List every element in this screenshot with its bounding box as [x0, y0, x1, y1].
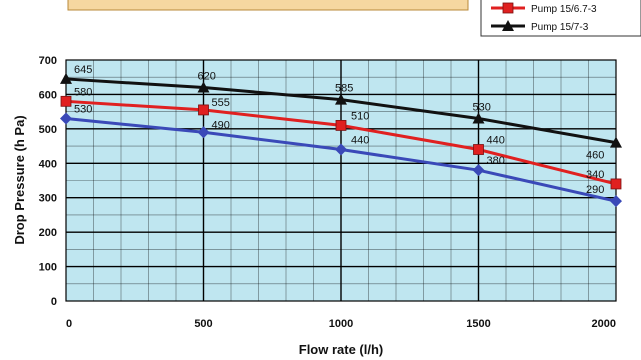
y-tick-label: 100	[39, 262, 57, 274]
data-point	[610, 178, 622, 190]
data-label: 440	[487, 135, 505, 147]
y-axis-title: Drop Pressure (h Pa)	[12, 115, 27, 244]
x-axis-title: Flow rate (l/h)	[299, 342, 384, 357]
y-tick-label: 500	[39, 124, 57, 136]
data-label: 530	[74, 104, 92, 116]
data-point	[473, 144, 484, 155]
title-banner	[67, 0, 469, 11]
data-label: 645	[74, 64, 92, 76]
legend-entry: Pump 15/6.7-3	[491, 2, 597, 15]
y-tick-label: 600	[39, 89, 57, 101]
data-label: 580	[74, 86, 92, 98]
x-tick-label: 500	[194, 318, 212, 330]
x-tick-label: 1500	[466, 318, 490, 330]
data-point	[472, 164, 485, 177]
series	[60, 112, 622, 208]
y-tick-label: 0	[51, 296, 57, 308]
data-point	[197, 81, 210, 93]
series	[60, 95, 622, 190]
data-label: 460	[586, 150, 604, 162]
data-point	[60, 95, 72, 107]
y-tick-label: 700	[39, 55, 57, 67]
y-tick-label: 300	[39, 193, 57, 205]
data-point	[335, 143, 347, 156]
data-point	[197, 126, 210, 139]
data-label: 510	[351, 110, 369, 122]
data-label: 440	[351, 135, 369, 147]
data-point	[60, 72, 72, 84]
data-point	[610, 195, 622, 208]
y-tick-label: 200	[39, 227, 57, 239]
ticks: 0 100 200 300 400 500 600 700 0 500 1000 1500 2000	[39, 55, 616, 330]
data-point	[472, 112, 485, 124]
data-point	[335, 93, 347, 105]
x-tick-label: 2000	[592, 318, 616, 330]
data-label: 290	[586, 184, 604, 196]
data-label: 620	[198, 71, 216, 83]
series	[60, 72, 622, 148]
data-label: 530	[473, 102, 491, 114]
data-point	[502, 2, 514, 14]
y-tick-label: 400	[39, 158, 57, 170]
data-point	[335, 120, 347, 131]
legend-label: Pump 15/6.7-3	[531, 4, 597, 15]
labels-layer: 645 620 585 530 460 580 555 510 440 340 530 490 440 3…	[74, 64, 604, 196]
data-point	[610, 136, 622, 148]
data-point	[60, 112, 72, 125]
data-point	[502, 20, 514, 31]
legend-entry: Pump 15/7-3	[491, 20, 589, 33]
legend-label: Pump 15/7-3	[531, 22, 589, 33]
data-label: 340	[586, 169, 604, 181]
grid	[66, 60, 616, 301]
series-layer	[60, 72, 622, 208]
x-tick-label: 0	[66, 318, 72, 330]
data-point	[198, 104, 209, 116]
data-label: 380	[487, 155, 505, 167]
x-tick-label: 1000	[329, 318, 353, 330]
data-label: 555	[212, 97, 230, 109]
data-label: 585	[335, 83, 353, 95]
legend: Pump 15/6.7-3 Pump 15/7-3	[480, 0, 641, 37]
data-label: 490	[212, 119, 230, 131]
